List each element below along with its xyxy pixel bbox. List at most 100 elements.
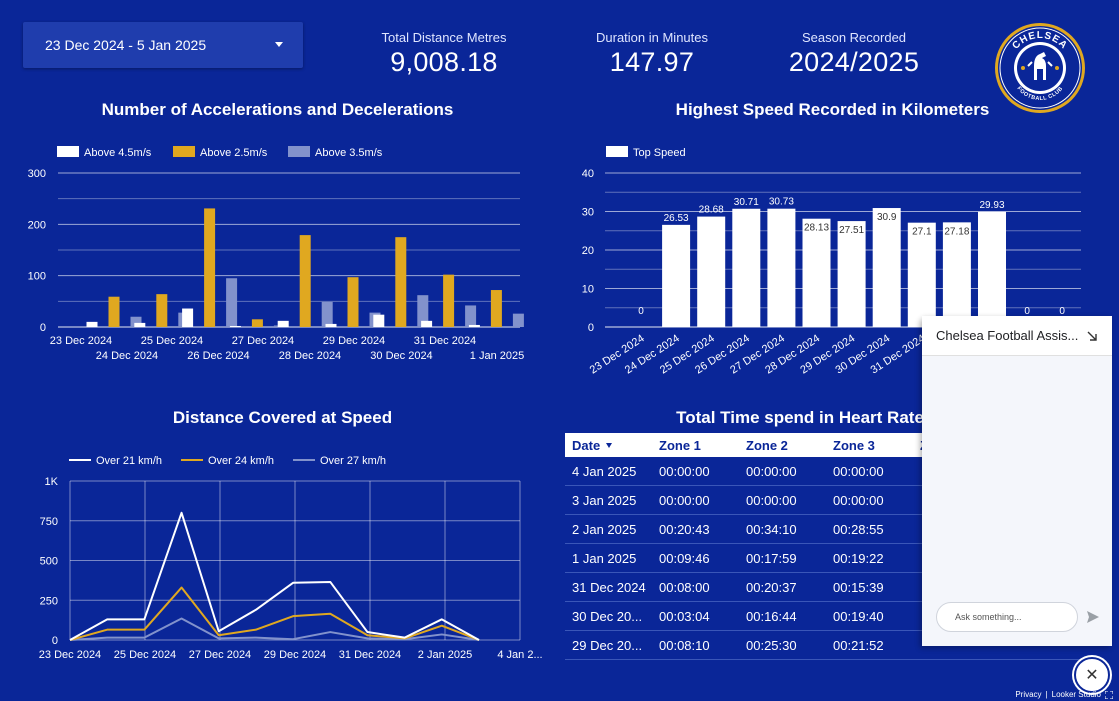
bar <box>732 208 761 327</box>
column-header-zone1[interactable]: Zone 1 <box>659 437 701 453</box>
bar <box>299 235 311 327</box>
table-cell: 31 Dec 2024 <box>572 579 646 595</box>
series-line <box>69 586 480 641</box>
y-tick-label: 750 <box>40 516 58 528</box>
data-label: 27.1 <box>912 227 932 238</box>
date-range-picker[interactable]: 23 Dec 2024 - 5 Jan 2025 <box>23 22 303 68</box>
bar <box>802 218 831 327</box>
assistant-title: Chelsea Football Assis... <box>936 328 1079 343</box>
column-header-date[interactable]: Date <box>565 438 652 453</box>
bar <box>490 290 502 327</box>
send-icon[interactable] <box>1086 610 1100 624</box>
close-assistant-button[interactable]: ✕ <box>1074 657 1110 693</box>
data-label: 28.68 <box>699 205 724 216</box>
y-tick-label: 100 <box>28 271 46 283</box>
table-cell: 00:08:10 <box>659 637 710 653</box>
fullscreen-icon[interactable] <box>1105 690 1113 699</box>
bar <box>697 216 726 327</box>
x-tick-label: 23 Dec 2024 <box>39 649 101 661</box>
bar <box>108 296 120 327</box>
series-line <box>69 511 480 641</box>
data-label: 0 <box>1059 306 1065 317</box>
bar <box>204 208 216 327</box>
series-line <box>69 617 480 641</box>
table-cell: 00:00:00 <box>746 492 797 508</box>
x-tick-label: 31 Dec 2024 <box>414 335 476 347</box>
x-tick-label: 25 Dec 2024 <box>141 335 203 347</box>
x-tick-label: 1 Jan 2025 <box>470 350 524 362</box>
table-row: 2 Jan 2025 00:20:43 00:34:10 00:28:55 <box>565 515 1085 544</box>
table-cell: 00:16:44 <box>746 608 797 624</box>
table-row: 29 Dec 20... 00:08:10 00:25:30 00:21:52 <box>565 631 1085 660</box>
table-row: 4 Jan 2025 00:00:00 00:00:00 00:00:00 <box>565 457 1085 486</box>
legend-label: Top Speed <box>633 147 686 159</box>
table-row: 31 Dec 2024 00:08:00 00:20:37 00:15:39 <box>565 573 1085 602</box>
y-tick-label: 300 <box>28 168 46 180</box>
table-cell: 00:03:04 <box>659 608 710 624</box>
data-label: 30.73 <box>769 197 794 208</box>
assistant-panel: Chelsea Football Assis... Ask something.… <box>922 316 1112 646</box>
minimize-arrow-icon[interactable] <box>1086 330 1098 342</box>
legend-label: Above 4.5m/s <box>84 147 152 159</box>
legend-label: Over 24 km/h <box>208 455 274 467</box>
x-tick-label: 30 Dec 2024 <box>370 350 432 362</box>
y-tick-label: 0 <box>588 322 594 334</box>
kpi-total-distance: Total Distance Metres 9,008.18 <box>378 30 510 78</box>
table-cell: 00:34:10 <box>746 521 797 537</box>
accel-chart: Above 4.5m/s Above 2.5m/s Above 3.5m/s 0 100… <box>28 146 524 362</box>
table-cell: 2 Jan 2025 <box>572 521 637 537</box>
legend-label: Above 2.5m/s <box>200 147 268 159</box>
x-tick-label: 26 Dec 2024 <box>187 350 249 362</box>
table-cell: 00:19:40 <box>833 608 884 624</box>
assistant-header: Chelsea Football Assis... <box>922 316 1112 356</box>
sort-desc-icon[interactable] <box>606 442 613 448</box>
table-cell: 00:20:43 <box>659 521 710 537</box>
y-tick-label: 200 <box>28 219 46 231</box>
column-header-zone2[interactable]: Zone 2 <box>746 437 788 453</box>
bar <box>251 319 263 327</box>
bar <box>767 208 796 327</box>
footer: Privacy | Looker Studio <box>1015 690 1113 699</box>
table-body: 4 Jan 2025 00:00:00 00:00:00 00:00:00 3 Jan … <box>565 457 1085 660</box>
x-tick-label: 4 Jan 2... <box>497 649 542 661</box>
assistant-input[interactable]: Ask something... <box>936 602 1078 632</box>
bar <box>468 324 480 327</box>
data-label: 27.51 <box>839 225 864 236</box>
kpi-season: Season Recorded 2024/2025 <box>785 30 923 78</box>
looker-studio-link[interactable]: Looker Studio <box>1051 690 1101 699</box>
y-tick-label: 1K <box>45 476 59 488</box>
bar <box>395 237 407 327</box>
privacy-link[interactable]: Privacy <box>1015 690 1042 699</box>
distance-chart-title: Distance Covered at Speed <box>172 408 393 427</box>
table-cell: 00:19:22 <box>833 550 884 566</box>
data-label: 30.71 <box>734 197 759 208</box>
bar <box>229 325 241 327</box>
kpi-label: Duration in Minutes <box>596 30 708 45</box>
table-cell: 00:00:00 <box>746 463 797 479</box>
accel-chart-title: Number of Accelerations and Deceleration… <box>101 100 454 119</box>
bar <box>182 308 194 327</box>
bar <box>465 305 477 327</box>
legend-label: Above 3.5m/s <box>315 147 383 159</box>
chevron-down-icon <box>275 42 283 47</box>
bar <box>373 314 385 327</box>
data-label: 0 <box>1024 306 1030 317</box>
table-row: 3 Jan 2025 00:00:00 00:00:00 00:00:00 <box>565 486 1085 515</box>
x-tick-label: 31 Dec 2024 <box>339 649 401 661</box>
y-tick-label: 40 <box>582 168 594 180</box>
table-cell: 00:00:00 <box>833 463 884 479</box>
kpi-duration: Duration in Minutes 147.97 <box>586 30 718 78</box>
bar <box>978 211 1006 327</box>
bar <box>942 222 971 327</box>
bar <box>421 320 433 327</box>
x-tick-label: 29 Dec 2024 <box>323 335 385 347</box>
table-row: 30 Dec 20... 00:03:04 00:16:44 00:19:40 <box>565 602 1085 631</box>
bar <box>130 316 142 327</box>
data-label: 28.13 <box>804 223 829 234</box>
legend-swatch <box>57 146 79 157</box>
column-header-zone3[interactable]: Zone 3 <box>833 437 875 453</box>
distance-chart: Over 21 km/h Over 24 km/h Over 27 km/h 0 250… <box>39 455 543 661</box>
legend-label: Over 21 km/h <box>96 455 162 467</box>
kpi-value: 2024/2025 <box>788 47 920 77</box>
data-label: 26.53 <box>664 213 689 224</box>
